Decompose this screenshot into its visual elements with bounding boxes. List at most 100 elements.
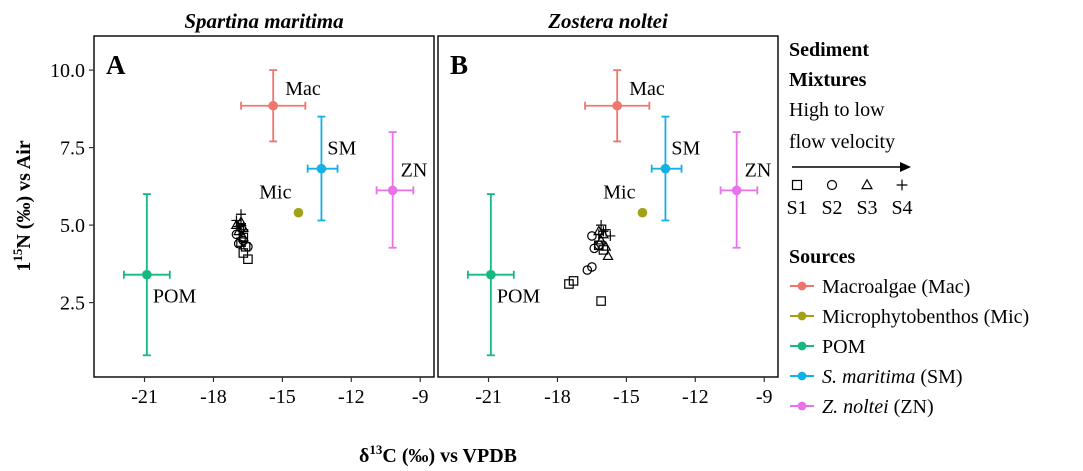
source-mic: Mic xyxy=(603,182,648,218)
legend-source-label: Z. noltei (ZN) xyxy=(822,396,934,418)
mixture-point-s4 xyxy=(600,224,611,235)
panel-a-y-ticks: 2.5 5.0 7.5 10.0 xyxy=(50,60,94,315)
legend-source-dot xyxy=(797,341,807,351)
legend-source-text: Macroalgae (Mac) xyxy=(822,276,970,298)
x-tick-label: -18 xyxy=(200,386,227,408)
legend-source-dot xyxy=(797,311,807,321)
x-axis-label-sup: 13 xyxy=(369,442,383,457)
legend-flow-line-1: High to low xyxy=(789,99,885,121)
source-label-mic: Mic xyxy=(259,182,291,204)
source-point xyxy=(612,100,622,111)
mixture-point-s3 xyxy=(600,240,612,251)
legend-source-item: POM xyxy=(790,336,866,358)
source-point xyxy=(731,185,742,196)
x-tick-label: -21 xyxy=(131,386,158,408)
panel-b-title: Zostera noltei xyxy=(547,9,668,33)
source-label-pom: POM xyxy=(153,286,197,308)
y-tick-label: 2.5 xyxy=(60,293,85,315)
legend-source-items: Macroalgae (Mac) Microphytobenthos (Mic) P… xyxy=(790,276,1029,418)
source-label-sm: SM xyxy=(327,138,356,160)
x-tick-label: -18 xyxy=(544,386,571,408)
legend-source-item: Z. noltei (ZN) xyxy=(790,396,934,418)
x-tick-label: -12 xyxy=(682,386,709,408)
source-point xyxy=(660,163,671,174)
legend-mixture-label-s3: S3 xyxy=(856,197,877,219)
mixture-point-s2 xyxy=(243,242,253,252)
legend-source-item: Macroalgae (Mac) xyxy=(790,276,970,298)
source-label-mac: Mac xyxy=(629,78,665,100)
mixture-point-s4 xyxy=(593,229,604,240)
legend-source-label: Macroalgae (Mac) xyxy=(822,276,970,298)
legend-marker-s1 xyxy=(791,179,803,191)
y-tick-label: 7.5 xyxy=(60,138,85,160)
y-axis-label-sup: 15 xyxy=(10,248,25,262)
source-label-zn: ZN xyxy=(401,159,428,181)
legend-source-item: Microphytobenthos (Mic) xyxy=(790,306,1029,328)
source-point xyxy=(142,269,152,280)
legend-mixtures-title-2: Mixtures xyxy=(789,69,867,91)
x-axis-label: δ13C (‰) vs VPDB xyxy=(359,442,517,467)
y-axis-label: 115N (‰) vs Air xyxy=(10,140,35,271)
source-point xyxy=(486,269,496,280)
legend-source-item: S. maritima (SM) xyxy=(790,366,963,388)
y-tick-label: 10.0 xyxy=(50,60,85,82)
legend: Sediment Mixtures High to low flow veloc… xyxy=(786,39,1029,418)
x-tick-label: -21 xyxy=(475,386,502,408)
x-tick-label: -15 xyxy=(613,386,640,408)
mixture-point-s2 xyxy=(587,231,597,241)
source-sm: SM xyxy=(306,115,357,222)
panel-a-frame xyxy=(93,35,435,378)
panel-a-mixture-points xyxy=(230,209,253,264)
panel-a-x-ticks: -21 -18 -15 -12 -9 xyxy=(131,377,429,408)
source-label-sm: SM xyxy=(671,138,700,160)
panel-b-mixture-points xyxy=(564,220,616,306)
mixture-point-s1 xyxy=(568,276,579,286)
legend-mixture-label-s1: S1 xyxy=(786,197,807,219)
legend-source-label: S. maritima (SM) xyxy=(822,366,963,388)
mixture-point-s4 xyxy=(238,224,249,235)
source-pom: POM xyxy=(466,193,541,357)
panel-a-source-points: Mac Mic POM SM ZN xyxy=(122,69,428,357)
y-axis-label-prefix: 1 xyxy=(13,262,35,272)
mixture-point-s3 xyxy=(595,234,607,245)
panel-b-source-points: Mac Mic POM SM ZN xyxy=(466,69,772,357)
legend-source-dot xyxy=(797,281,807,291)
legend-mixtures-title-1: Sediment xyxy=(789,39,869,61)
source-label-zn: ZN xyxy=(745,159,772,181)
source-label-pom: POM xyxy=(497,286,541,308)
source-mac: Mac xyxy=(584,69,665,143)
x-tick-label: -9 xyxy=(412,386,429,408)
legend-marker-s4 xyxy=(896,179,908,191)
mixture-point-s3 xyxy=(602,250,614,261)
legend-mixture-label-s4: S4 xyxy=(891,197,912,219)
flow-arrow-head xyxy=(900,162,911,172)
source-point xyxy=(637,207,648,218)
source-zn: ZN xyxy=(719,131,772,249)
source-mac: Mac xyxy=(240,69,321,143)
legend-source-dot xyxy=(797,371,807,381)
mixture-point-s1 xyxy=(596,296,606,306)
panel-b: Zostera noltei B Mac Mic POM SM ZN -21 -18 -15… xyxy=(437,9,779,408)
source-sm: SM xyxy=(650,115,701,222)
legend-mixture-label-s2: S2 xyxy=(821,197,842,219)
source-pom: POM xyxy=(122,193,197,357)
legend-source-label: Microphytobenthos (Mic) xyxy=(822,306,1029,328)
legend-source-dot xyxy=(797,401,807,411)
mixture-point-s4 xyxy=(596,220,607,231)
panel-a-letter: A xyxy=(106,50,126,80)
mixture-point-s3 xyxy=(237,231,249,242)
panel-a-title: Spartina maritima xyxy=(184,9,343,33)
legend-marker-s3 xyxy=(861,178,873,190)
legend-sources-title: Sources xyxy=(789,246,856,268)
x-tick-label: -15 xyxy=(269,386,296,408)
legend-source-suffix: (SM) xyxy=(915,366,962,388)
source-label-mic: Mic xyxy=(603,182,635,204)
x-axis-label-prefix: δ xyxy=(359,445,369,467)
source-zn: ZN xyxy=(375,131,428,249)
mixture-point-s1 xyxy=(238,248,249,258)
legend-source-suffix: (ZN) xyxy=(889,396,934,418)
source-point xyxy=(268,100,278,111)
legend-source-label: POM xyxy=(822,336,866,358)
mixture-point-s2 xyxy=(587,262,597,272)
